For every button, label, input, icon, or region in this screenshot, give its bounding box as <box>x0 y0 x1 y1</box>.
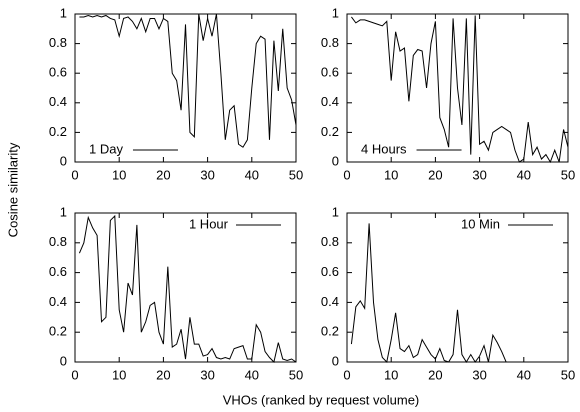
y-tick-label: 0 <box>332 153 339 168</box>
plot-frame <box>346 13 569 163</box>
y-tick-label: 0.2 <box>321 324 339 339</box>
y-tick-label: 0.4 <box>321 294 339 309</box>
y-tick-label: 0.8 <box>321 234 339 249</box>
x-tick-label: 20 <box>428 167 442 182</box>
x-tick-label: 10 <box>384 367 398 382</box>
x-tick-label: 10 <box>112 367 126 382</box>
x-tick-label: 20 <box>156 367 170 382</box>
y-tick-label: 0.6 <box>49 65 67 80</box>
plot-frame <box>74 13 297 163</box>
x-tick-label: 40 <box>517 367 531 382</box>
data-line <box>350 223 568 364</box>
x-tick-label: 10 <box>384 167 398 182</box>
y-tick-label: 1 <box>332 204 339 219</box>
x-tick-label: 20 <box>156 167 170 182</box>
y-tick-label: 0.8 <box>49 35 67 50</box>
x-tick-label: 0 <box>343 167 350 182</box>
x-tick-label: 0 <box>71 367 78 382</box>
y-tick-label: 0.6 <box>49 264 67 279</box>
legend-label: 1 Day <box>89 141 123 156</box>
y-tick-label: 0.8 <box>49 234 67 249</box>
x-tick-label: 30 <box>200 367 214 382</box>
x-tick-label: 50 <box>561 367 575 382</box>
y-tick-label: 0.2 <box>49 124 67 139</box>
x-tick-label: 0 <box>71 167 78 182</box>
y-tick-label: 1 <box>60 5 67 20</box>
data-line <box>351 15 569 164</box>
y-tick-label: 1 <box>60 204 67 219</box>
x-tick-label: 30 <box>472 367 486 382</box>
x-tick-label: 50 <box>289 367 303 382</box>
y-tick-label: 0.4 <box>49 94 67 109</box>
plot-frame <box>346 212 569 363</box>
x-tick-label: 40 <box>517 167 531 182</box>
x-tick-label: 50 <box>289 167 303 182</box>
x-tick-label: 30 <box>472 167 486 182</box>
legend-label: 1 Hour <box>189 216 229 231</box>
x-tick-label: 20 <box>428 367 442 382</box>
y-tick-label: 0.2 <box>49 324 67 339</box>
x-tick-label: 50 <box>561 167 575 182</box>
data-line <box>78 214 297 363</box>
y-tick-label: 0.6 <box>321 264 339 279</box>
x-tick-label: 10 <box>112 167 126 182</box>
y-tick-label: 0.4 <box>49 294 67 309</box>
y-tick-label: 0 <box>332 353 339 368</box>
y-axis-label: Cosine similarity <box>5 142 20 237</box>
y-tick-label: 1 <box>332 5 339 20</box>
x-tick-label: 0 <box>343 367 350 382</box>
plot-frame <box>74 212 297 363</box>
legend-label: 4 Hours <box>361 141 407 156</box>
x-tick-label: 40 <box>245 167 259 182</box>
data-line <box>79 13 297 148</box>
y-tick-label: 0.2 <box>321 124 339 139</box>
y-tick-label: 0 <box>60 153 67 168</box>
y-tick-label: 0.6 <box>321 65 339 80</box>
legend-label: 10 Min <box>461 216 500 231</box>
x-tick-label: 40 <box>245 367 259 382</box>
y-tick-label: 0.4 <box>321 94 339 109</box>
y-tick-label: 0.8 <box>321 35 339 50</box>
y-tick-label: 0 <box>60 353 67 368</box>
x-axis-label: VHOs (ranked by request volume) <box>223 392 420 407</box>
x-tick-label: 30 <box>200 167 214 182</box>
